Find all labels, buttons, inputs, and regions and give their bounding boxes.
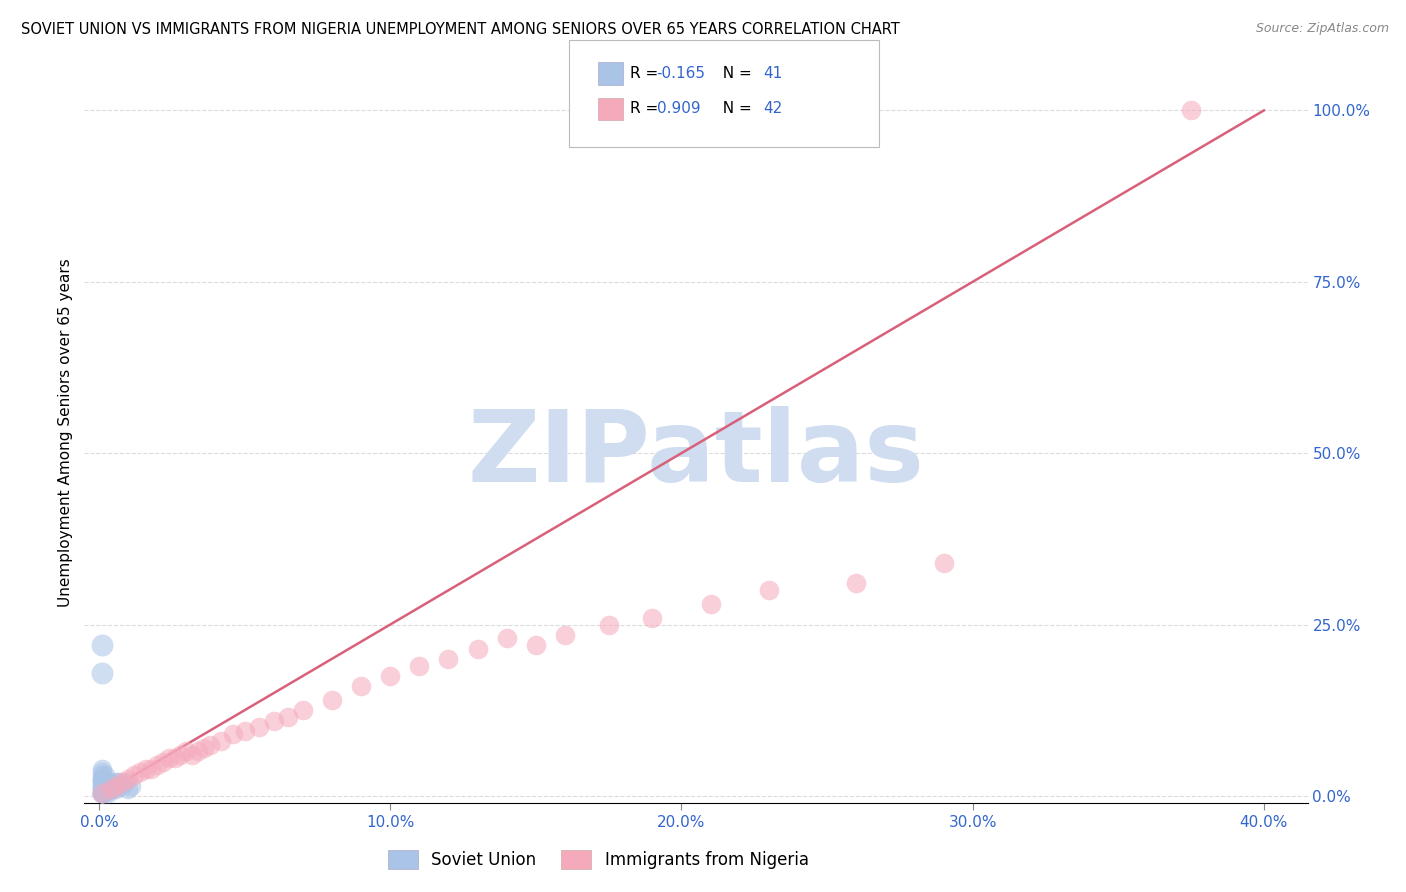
Point bbox=[222, 727, 245, 741]
Point bbox=[845, 576, 868, 591]
Point bbox=[111, 779, 134, 793]
Point bbox=[758, 583, 780, 598]
Point bbox=[117, 782, 139, 797]
Point bbox=[90, 762, 112, 776]
Point bbox=[467, 641, 489, 656]
Point bbox=[105, 779, 128, 793]
Point bbox=[90, 779, 112, 793]
Point bbox=[97, 785, 120, 799]
Point bbox=[90, 785, 112, 799]
Point bbox=[93, 782, 115, 797]
Point bbox=[100, 779, 122, 793]
Point bbox=[90, 638, 112, 652]
Text: -0.165: -0.165 bbox=[657, 66, 706, 80]
Point bbox=[321, 693, 343, 707]
Point bbox=[157, 751, 180, 765]
Point bbox=[90, 782, 112, 797]
Point bbox=[93, 775, 115, 789]
Point bbox=[90, 772, 112, 786]
Point bbox=[93, 779, 115, 793]
Point bbox=[152, 755, 174, 769]
Point bbox=[209, 734, 232, 748]
Point bbox=[181, 747, 204, 762]
Point bbox=[495, 632, 517, 646]
Point bbox=[174, 744, 197, 758]
Point bbox=[90, 785, 112, 799]
Point bbox=[141, 762, 163, 776]
Point bbox=[198, 738, 221, 752]
Point bbox=[90, 768, 112, 782]
Point bbox=[105, 782, 128, 797]
Point bbox=[108, 779, 131, 793]
Point bbox=[90, 782, 112, 797]
Point bbox=[641, 611, 664, 625]
Point bbox=[1180, 103, 1202, 118]
Point bbox=[90, 785, 112, 799]
Point bbox=[100, 782, 122, 797]
Point bbox=[554, 628, 576, 642]
Point bbox=[97, 775, 120, 789]
Point bbox=[291, 703, 314, 717]
Point bbox=[169, 747, 191, 762]
Point bbox=[108, 775, 131, 789]
Point bbox=[90, 785, 112, 799]
Point bbox=[90, 772, 112, 786]
Text: 0.909: 0.909 bbox=[657, 102, 700, 116]
Point bbox=[90, 764, 112, 779]
Point bbox=[90, 665, 112, 680]
Text: Source: ZipAtlas.com: Source: ZipAtlas.com bbox=[1256, 22, 1389, 36]
Point bbox=[93, 785, 115, 799]
Point bbox=[90, 772, 112, 786]
Point bbox=[100, 775, 122, 789]
Y-axis label: Unemployment Among Seniors over 65 years: Unemployment Among Seniors over 65 years bbox=[58, 259, 73, 607]
Point bbox=[932, 556, 955, 570]
Point bbox=[128, 764, 150, 779]
Text: R =: R = bbox=[630, 66, 664, 80]
Point bbox=[103, 779, 125, 793]
Point bbox=[90, 779, 112, 793]
Text: N =: N = bbox=[713, 102, 756, 116]
Point bbox=[146, 758, 169, 772]
Point bbox=[90, 775, 112, 789]
Point bbox=[408, 658, 430, 673]
Point bbox=[105, 775, 128, 789]
Point bbox=[114, 775, 136, 789]
Point bbox=[90, 785, 112, 799]
Legend: Soviet Union, Immigrants from Nigeria: Soviet Union, Immigrants from Nigeria bbox=[381, 843, 815, 876]
Text: R =: R = bbox=[630, 102, 664, 116]
Point bbox=[233, 723, 256, 738]
Point bbox=[90, 785, 112, 799]
Point bbox=[699, 597, 721, 611]
Point bbox=[350, 679, 373, 693]
Point bbox=[97, 782, 120, 797]
Point bbox=[97, 779, 120, 793]
Point bbox=[187, 744, 209, 758]
Text: SOVIET UNION VS IMMIGRANTS FROM NIGERIA UNEMPLOYMENT AMONG SENIORS OVER 65 YEARS: SOVIET UNION VS IMMIGRANTS FROM NIGERIA … bbox=[21, 22, 900, 37]
Point bbox=[380, 669, 402, 683]
Point bbox=[103, 782, 125, 797]
Point bbox=[263, 714, 285, 728]
Text: 41: 41 bbox=[763, 66, 783, 80]
Text: 42: 42 bbox=[763, 102, 783, 116]
Point bbox=[247, 720, 270, 734]
Point bbox=[277, 710, 299, 724]
Point bbox=[193, 741, 215, 756]
Point bbox=[122, 768, 145, 782]
Text: N =: N = bbox=[713, 66, 756, 80]
Point bbox=[93, 768, 115, 782]
Point bbox=[111, 775, 134, 789]
Point bbox=[90, 775, 112, 789]
Point bbox=[437, 652, 460, 666]
Text: ZIPatlas: ZIPatlas bbox=[468, 407, 924, 503]
Point bbox=[100, 782, 122, 797]
Point bbox=[117, 772, 139, 786]
Point bbox=[163, 751, 186, 765]
Point bbox=[524, 638, 547, 652]
Point bbox=[90, 785, 112, 799]
Point bbox=[120, 779, 142, 793]
Point bbox=[598, 617, 620, 632]
Point bbox=[135, 762, 157, 776]
Point bbox=[90, 782, 112, 797]
